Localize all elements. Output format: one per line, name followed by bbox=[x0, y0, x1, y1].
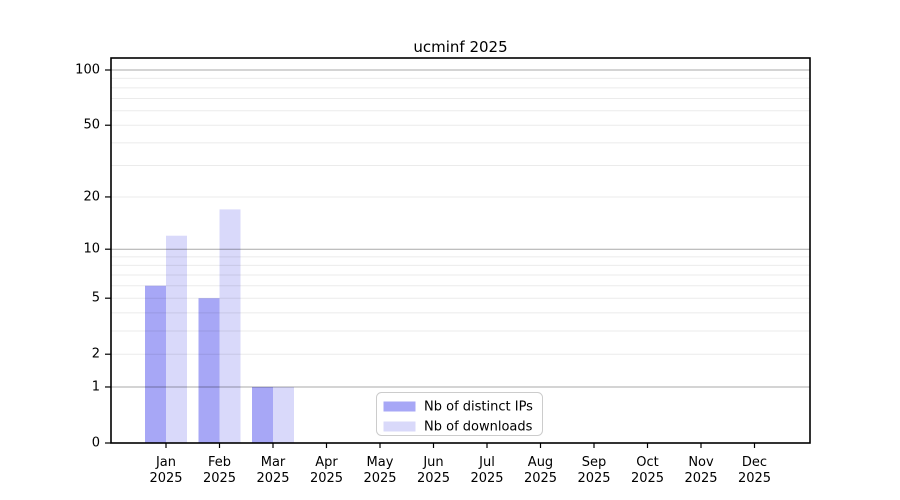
x-tick-label-month: Aug bbox=[528, 455, 553, 470]
x-tick-label-year: 2025 bbox=[363, 471, 396, 486]
x-tick-label-year: 2025 bbox=[738, 471, 771, 486]
y-tick-label: 0 bbox=[92, 436, 100, 451]
x-tick-label-year: 2025 bbox=[417, 471, 450, 486]
x-tick-label-month: Sep bbox=[582, 455, 607, 470]
x-tick-label-year: 2025 bbox=[310, 471, 343, 486]
y-tick-label: 20 bbox=[83, 189, 100, 204]
x-tick-label-year: 2025 bbox=[684, 471, 717, 486]
x-tick-label-month: Jun bbox=[422, 455, 443, 470]
legend-swatch-downloads bbox=[383, 421, 416, 432]
x-tick-label-month: Oct bbox=[636, 455, 658, 470]
x-tick-label-year: 2025 bbox=[631, 471, 664, 486]
x-tick-label-month: Jul bbox=[478, 455, 495, 470]
x-tick-label-month: Apr bbox=[315, 455, 338, 470]
bar-jan-distinct-ips bbox=[145, 285, 166, 443]
y-tick-label: 10 bbox=[83, 242, 100, 257]
legend-swatch-distinct-ips bbox=[383, 401, 416, 412]
plot-border bbox=[110, 57, 811, 444]
legend-label: Nb of distinct IPs bbox=[424, 400, 533, 415]
legend-box bbox=[376, 392, 543, 436]
y-tick-label: 50 bbox=[83, 118, 100, 133]
x-tick-label-year: 2025 bbox=[203, 471, 236, 486]
x-tick-label-year: 2025 bbox=[149, 471, 182, 486]
x-tick-label-month: Feb bbox=[208, 455, 231, 470]
legend-label: Nb of downloads bbox=[424, 420, 533, 435]
y-tick-label: 5 bbox=[92, 291, 100, 306]
x-tick-label-month: Dec bbox=[742, 455, 767, 470]
bar-mar-downloads bbox=[273, 386, 294, 443]
bar-feb-distinct-ips bbox=[198, 298, 220, 443]
x-tick-label-year: 2025 bbox=[470, 471, 503, 486]
x-tick-label-month: Jan bbox=[155, 455, 176, 470]
y-tick-label: 100 bbox=[75, 63, 100, 78]
x-tick-label-month: Nov bbox=[688, 455, 714, 470]
x-tick-label-year: 2025 bbox=[577, 471, 610, 486]
x-tick-label-month: May bbox=[367, 455, 394, 470]
x-tick-label-month: Mar bbox=[261, 455, 286, 470]
bar-feb-downloads bbox=[219, 209, 241, 443]
bar-mar-distinct-ips bbox=[252, 386, 273, 443]
chart-title: ucminf 2025 bbox=[413, 38, 507, 56]
y-tick-label: 1 bbox=[92, 379, 100, 394]
x-tick-label-year: 2025 bbox=[524, 471, 557, 486]
x-tick-label-year: 2025 bbox=[256, 471, 289, 486]
y-tick-label: 2 bbox=[92, 347, 100, 362]
bar-jan-downloads bbox=[166, 235, 187, 443]
